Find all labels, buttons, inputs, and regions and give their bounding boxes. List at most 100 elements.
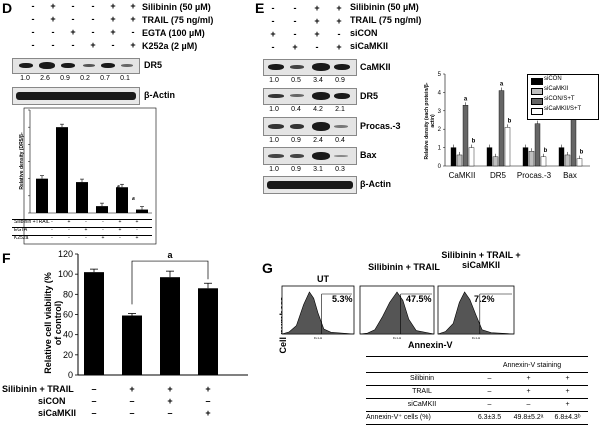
d-sig-a2: a [132,196,135,202]
sign-cell: - [51,40,55,50]
condition-label: siCON [350,28,378,38]
density-value: 1.0 [269,106,279,113]
condition-label: EGTA (100 µM) [142,28,205,38]
histogram-curve [359,291,435,335]
dr5-values: 1.0 2.6 0.9 0.2 0.7 0.1 [12,75,138,84]
condition-label: Silibinin (50 µM) [142,2,211,12]
d-table-sign: - [68,227,70,233]
d-bar [116,187,128,213]
hist-title-text: Silibinin + TRAIL + siCaMKII [441,250,521,270]
blot-actin-d [12,87,140,105]
hist-title: Silibinin + TRAIL [368,262,440,272]
f-sign-cell: + [205,384,211,394]
density-value: 0.9 [291,137,301,144]
sign-cell: - [31,40,35,50]
d-table-label: K252a [14,235,29,241]
f-sig-bracket [131,260,209,305]
panel-f-label: F [2,250,11,266]
blot-bax [263,147,357,165]
sign-cell: - [91,27,95,37]
sign-cell: + [314,3,320,13]
d-table-label: Silibinin +TRAIL [14,219,50,225]
sign-cell: + [270,29,276,39]
g-row-label: Annexin-V⁺ cells (%) [366,414,431,421]
d-table-sign: - [51,227,53,233]
density-value: 1.0 [269,137,279,144]
legend-label: siCON/S+T [544,96,575,102]
f-y-tick-label: 0 [68,370,73,380]
g-table-rule [366,424,588,425]
density-value: 0.9 [60,75,70,82]
sign-cell: - [293,3,297,13]
sign-cell: + [314,29,320,39]
density-value: 1.0 [269,166,279,173]
f-sign-cell: + [205,408,211,418]
f-sign-cell: – [205,396,211,406]
g-table-cell: – [487,375,492,382]
d-table-sign: - [85,235,87,241]
d-bar [36,178,48,213]
sign-cell: + [110,14,116,24]
density-value: 0.7 [100,75,110,82]
d-table-sign: - [51,235,53,241]
sign-cell: - [91,14,95,24]
f-bar [122,315,142,375]
density-value: 0.3 [335,166,345,173]
sign-cell: - [31,14,35,24]
g-table-cell: – [526,401,531,408]
sign-cell: + [50,1,56,11]
g-table-header: Annexin-V staining [502,362,562,369]
e-sig-b: b [544,148,548,154]
g-row-label: siCaMKII [407,401,437,408]
e-y-tick-label: 5 [438,72,442,78]
density-value: 1.0 [269,77,279,84]
sign-cell: + [50,14,56,24]
blot-label: CaMKII [360,62,391,72]
blot-label-actin-d: β-Actin [144,90,175,100]
d-table-sign: - [68,235,70,241]
f-sign-cell: – [129,396,135,406]
d-table-sign: + [67,219,71,225]
g-table-cell: + [565,388,570,395]
sign-cell: - [51,27,55,37]
sign-cell: - [293,29,297,39]
density-value: 0.2 [80,75,90,82]
density-value: 1.0 [20,75,30,82]
condition-label: Silibinin (50 µM) [350,2,419,12]
panel-e-label: E [255,0,265,16]
g-table-cell: + [526,375,531,382]
f-y-tick-label: 80 [63,289,73,299]
density-value: 0.9 [291,166,301,173]
f-sign-cell: + [129,384,135,394]
e-y-tick-label: 3 [438,109,442,115]
g-table-rule [366,356,588,357]
sign-cell: + [70,27,76,37]
histogram-curve [281,291,355,335]
panel-d-signs: - + - - + + - + - - + + - - + - + - - - - + - + [20,1,140,53]
density-value: 0.1 [120,75,130,82]
sign-cell: + [130,14,136,24]
blot-procas3 [263,117,357,136]
d-table-rule [12,235,152,236]
legend-swatch [531,108,543,115]
sign-cell: - [271,42,275,52]
legend-label: siCaMKII/S+T [544,106,582,112]
histogram-curve [437,291,515,335]
g-table-rule [366,385,588,386]
sign-cell: - [293,16,297,26]
d-table-sign: + [118,227,122,233]
sign-cell: - [71,14,75,24]
d-bar [56,127,68,213]
d-table-sign: + [118,219,122,225]
panel-e-signs: - - + + - - + + + - + - - + - + [268,3,346,55]
d-sig-a1: a [117,184,120,190]
d-table-rule [12,219,152,220]
sign-cell: + [90,40,96,50]
hist-pct: 5.3% [332,294,353,304]
f-sign-cell: – [91,396,97,406]
blot-dr5-e [263,88,357,105]
f-sign-cell: – [129,408,135,418]
f-bar [84,272,104,375]
